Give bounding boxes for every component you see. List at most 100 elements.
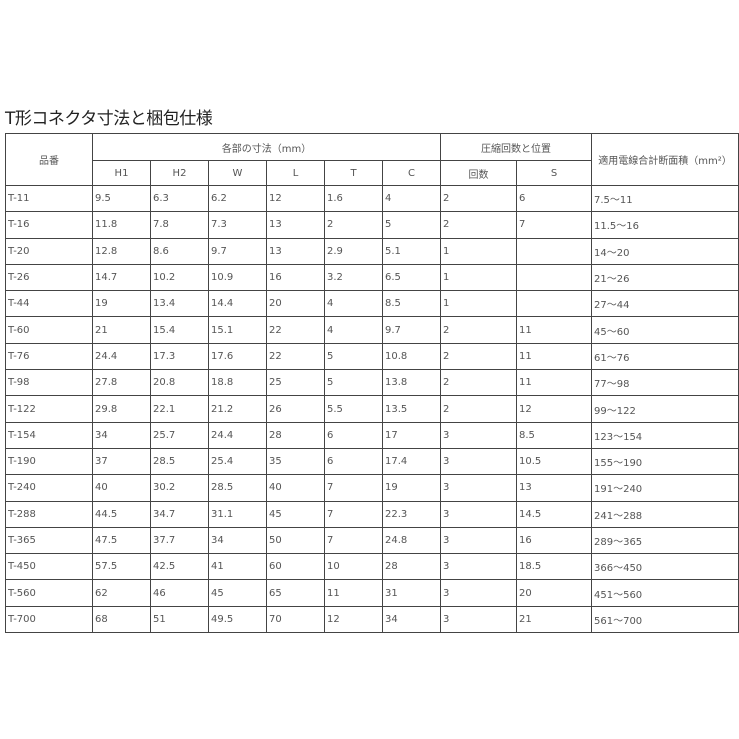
table-cell: 17.3 [150,342,209,371]
table-cell: 12 [516,395,592,423]
table-cell: 561～700 [591,605,739,634]
table-cell: 49.5 [208,605,267,634]
table-cell: 20.8 [150,369,209,397]
table-cell: 6 [324,421,383,449]
table-row: T-16 11.8 7.8 7.3 13 2 5 2 7 11.5～16 [5,211,739,239]
table-cell: T-240 [5,474,93,502]
table-cell: 22 [266,342,325,371]
table-cell: 68 [92,605,151,634]
table-cell: 41 [208,553,267,581]
table-cell: T-288 [5,500,93,528]
table-cell: 5 [382,211,441,239]
table-cell [516,290,592,318]
table-cell: 45 [266,500,325,528]
table-cell: 35 [266,447,325,476]
table-cell: 3 [440,500,517,528]
table-cell: 17 [382,421,441,449]
table-cell: 7 [324,500,383,528]
table-cell: 34 [208,526,267,555]
table-cell: T-76 [5,342,93,371]
subheader-0: H1 [92,160,151,186]
table-cell: 10.8 [382,342,441,371]
table-cell: 2 [440,316,517,344]
table-cell: 5 [324,342,383,371]
table-cell: 17.4 [382,447,441,476]
table-cell: T-190 [5,447,93,476]
table-cell: 366～450 [591,553,739,581]
table-cell: 13.5 [382,395,441,423]
table-cell: 10.5 [516,447,592,476]
subheader-3: L [266,160,325,186]
table-cell: 13.4 [150,290,209,318]
table-cell: 21.2 [208,395,267,423]
table-cell: 7 [324,474,383,502]
table-cell: 14.5 [516,500,592,528]
table-row: T-154 34 25.7 24.4 28 6 17 3 8.5 123～154 [5,421,739,449]
table-cell: 1.6 [324,184,383,213]
table-cell: 21～26 [591,263,739,292]
table-cell: 28.5 [150,447,209,476]
table-row: T-450 57.5 42.5 41 60 10 28 3 18.5 366～450 [5,553,739,581]
table-cell: 11 [516,316,592,344]
table-cell: 12 [266,184,325,213]
table-cell: T-122 [5,395,93,423]
table-cell: 289～365 [591,526,739,555]
table-cell: T-154 [5,421,93,449]
table-cell: 16 [266,263,325,292]
table-cell: 25 [266,369,325,397]
table-cell: 9.7 [382,316,441,344]
table-cell: T-365 [5,526,93,555]
table-cell: 13 [266,211,325,239]
table-cell: 155～190 [591,447,739,476]
table-cell: T-11 [5,184,93,213]
table-cell: 7 [516,211,592,239]
subheader-6: 回数 [440,160,517,186]
table-row: T-76 24.4 17.3 17.6 22 5 10.8 2 11 61～76 [5,342,739,371]
table-cell: 24.4 [92,342,151,371]
subheader-7: S [516,160,592,186]
table-cell: 7.8 [150,211,209,239]
table-cell: T-20 [5,237,93,265]
table-cell: 2 [440,395,517,423]
table-cell: 17.6 [208,342,267,371]
table-cell: 2 [324,211,383,239]
table-row: T-365 47.5 37.7 34 50 7 24.8 3 16 289～365 [5,526,739,555]
table-cell: 57.5 [92,553,151,581]
table-cell: 15.1 [208,316,267,344]
subheader-4: T [324,160,383,186]
table-cell: 27～44 [591,290,739,318]
table-cell: 5.5 [324,395,383,423]
table-cell: 60 [266,553,325,581]
table-cell: 8.6 [150,237,209,265]
table-cell: 6 [516,184,592,213]
table-cell: 7.5～11 [591,184,739,213]
table-cell: 37.7 [150,526,209,555]
table-cell: 65 [266,579,325,607]
table-row: T-20 12.8 8.6 9.7 13 2.9 5.1 1 14～20 [5,237,739,265]
table-cell: 22 [266,316,325,344]
table-cell: 1 [440,263,517,292]
table-cell: 45 [208,579,267,607]
table-cell: 4 [382,184,441,213]
header-compression: 圧縮回数と位置 [440,133,592,161]
table-cell: 8.5 [516,421,592,449]
table-cell [516,237,592,265]
table-row: T-700 68 51 49.5 70 12 34 3 21 561～700 [5,605,739,634]
table-cell: 20 [266,290,325,318]
table-cell: T-44 [5,290,93,318]
header-part-no: 品番 [5,133,93,186]
table-cell: 44.5 [92,500,151,528]
table-cell: 10.9 [208,263,267,292]
table-row: T-122 29.8 22.1 21.2 26 5.5 13.5 2 12 99～122 [5,395,739,423]
table-cell: 34.7 [150,500,209,528]
table-cell: 61～76 [591,342,739,371]
table-cell: 13.8 [382,369,441,397]
table-cell: 46 [150,579,209,607]
table-cell: 14～20 [591,237,739,265]
table-row: T-98 27.8 20.8 18.8 25 5 13.8 2 11 77～98 [5,369,739,397]
table-cell: 21 [516,605,592,634]
table-cell: 42.5 [150,553,209,581]
table-cell: 6.3 [150,184,209,213]
table-cell: 451～560 [591,579,739,607]
table-row: T-26 14.7 10.2 10.9 16 3.2 6.5 1 21～26 [5,263,739,292]
